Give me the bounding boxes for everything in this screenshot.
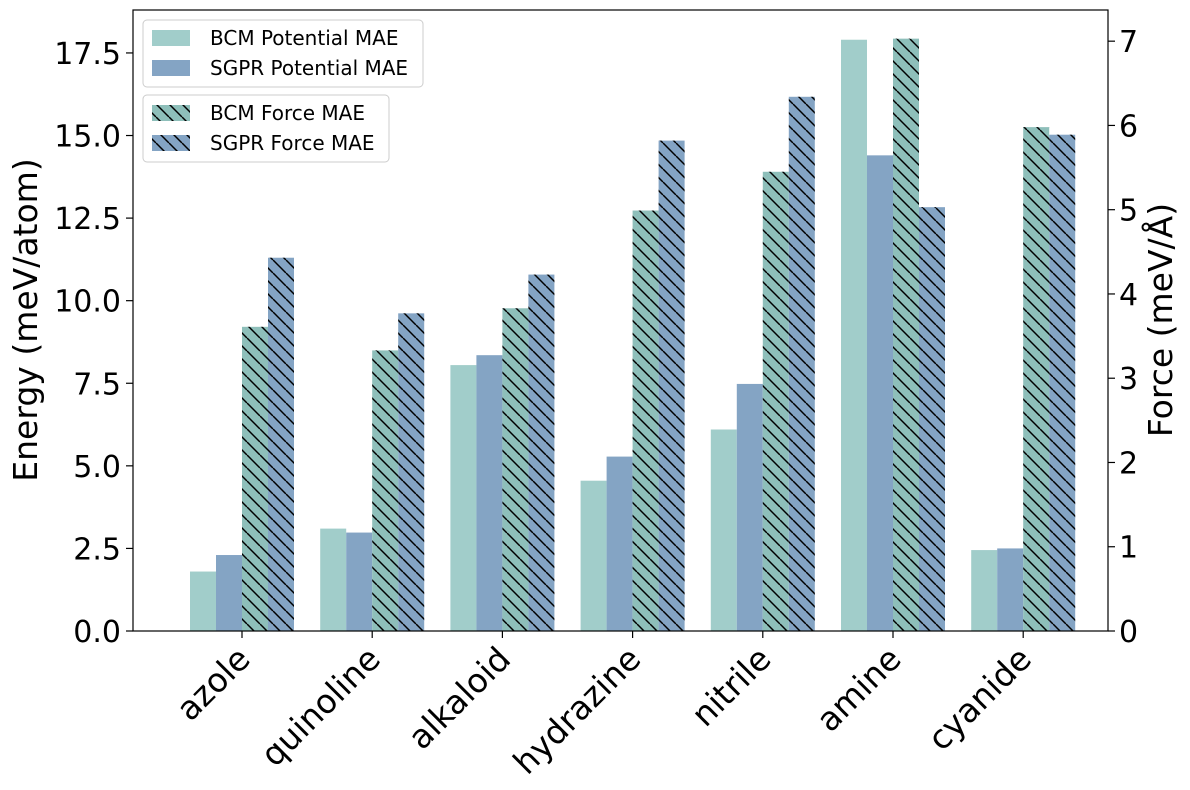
bar-sgpr-potential-mae-hydrazine xyxy=(606,456,633,631)
left-tick-label: 0.0 xyxy=(73,615,121,650)
left-axis: 0.0 2.5 5.0 7.5 10.0 12.5 15.0 17.5 xyxy=(54,37,133,650)
bar-bcm-potential-mae-cyanide xyxy=(971,550,998,631)
bar-hatch-bcm-force-mae-nitrile xyxy=(762,171,789,631)
bar-hatch-bcm-force-mae-azole xyxy=(242,326,268,631)
legend-swatch xyxy=(152,30,190,46)
bar-bcm-potential-mae-alkaloid xyxy=(450,365,477,631)
bar-sgpr-potential-mae-quinoline xyxy=(346,532,373,631)
right-tick-label: 5 xyxy=(1119,194,1138,229)
x-tick-label: quinoline xyxy=(253,639,388,774)
right-tick-label: 6 xyxy=(1119,109,1138,144)
bar-hatch-sgpr-force-mae-amine xyxy=(919,207,945,631)
legend-label: SGPR Potential MAE xyxy=(210,56,408,80)
x-tick-label: alkaloid xyxy=(400,639,518,757)
bar-bcm-potential-mae-quinoline xyxy=(320,528,347,631)
legend-label: BCM Force MAE xyxy=(210,101,365,125)
legend-swatch xyxy=(152,60,190,76)
legend-swatch-hatch xyxy=(152,105,190,121)
right-tick-label: 0 xyxy=(1119,615,1138,650)
left-tick-label: 17.5 xyxy=(54,37,121,72)
bar-sgpr-potential-mae-azole xyxy=(216,555,242,631)
left-axis-label: Energy (meV/atom) xyxy=(6,158,45,481)
right-tick-label: 1 xyxy=(1119,531,1138,566)
bar-hatch-bcm-force-mae-amine xyxy=(893,38,919,632)
bar-hatch-sgpr-force-mae-azole xyxy=(268,257,294,631)
legend-box xyxy=(142,19,424,88)
bar-hatch-bcm-force-mae-cyanide xyxy=(1023,127,1050,631)
x-tick-label: azole xyxy=(168,639,257,728)
right-tick-label: 3 xyxy=(1119,362,1138,397)
bars-group xyxy=(190,38,1076,632)
x-tick-label: nitrile xyxy=(684,639,779,734)
bar-bcm-potential-mae-nitrile xyxy=(710,429,737,631)
right-tick-label: 4 xyxy=(1119,278,1138,313)
legend-label: BCM Potential MAE xyxy=(210,26,399,50)
bar-sgpr-potential-mae-amine xyxy=(867,155,893,631)
left-tick-label: 7.5 xyxy=(73,367,121,402)
bar-hatch-bcm-force-mae-alkaloid xyxy=(502,308,529,631)
bar-hatch-sgpr-force-mae-hydrazine xyxy=(658,140,685,631)
bar-sgpr-potential-mae-nitrile xyxy=(736,383,763,631)
bar-sgpr-potential-mae-alkaloid xyxy=(476,355,503,631)
left-tick-label: 5.0 xyxy=(73,450,121,485)
left-tick-label: 2.5 xyxy=(73,532,121,567)
right-tick-label: 7 xyxy=(1119,25,1138,60)
left-tick-label: 12.5 xyxy=(54,202,121,237)
legend: BCM Potential MAE SGPR Potential MAE BCM F… xyxy=(142,19,424,163)
legend-label: SGPR Force MAE xyxy=(210,131,375,155)
bar-hatch-bcm-force-mae-hydrazine xyxy=(632,210,659,631)
right-tick-label: 2 xyxy=(1119,446,1138,481)
bar-hatch-bcm-force-mae-quinoline xyxy=(372,350,399,631)
bar-hatch-sgpr-force-mae-nitrile xyxy=(788,96,815,631)
x-tick-label: cyanide xyxy=(920,639,1039,758)
plot-frame xyxy=(132,9,1109,632)
legend-swatch-hatch xyxy=(152,135,190,151)
legend-box xyxy=(142,94,390,163)
bar-hatch-sgpr-force-mae-cyanide xyxy=(1049,134,1076,631)
left-tick-label: 10.0 xyxy=(54,285,121,320)
bar-hatch-sgpr-force-mae-alkaloid xyxy=(528,274,555,631)
x-tick-label: amine xyxy=(808,639,908,739)
left-tick-label: 15.0 xyxy=(54,120,121,155)
x-tick-label: hydrazine xyxy=(505,639,648,782)
bar-sgpr-potential-mae-cyanide xyxy=(997,548,1024,631)
bar-bcm-potential-mae-azole xyxy=(190,571,216,631)
right-axis-label: Force (meV/Å) xyxy=(1140,203,1180,437)
right-axis: 0 1 2 3 4 5 6 7 xyxy=(1108,25,1138,650)
bar-bcm-potential-mae-hydrazine xyxy=(580,480,607,631)
bar-bcm-potential-mae-amine xyxy=(841,39,867,632)
bar-hatch-sgpr-force-mae-quinoline xyxy=(398,313,425,631)
